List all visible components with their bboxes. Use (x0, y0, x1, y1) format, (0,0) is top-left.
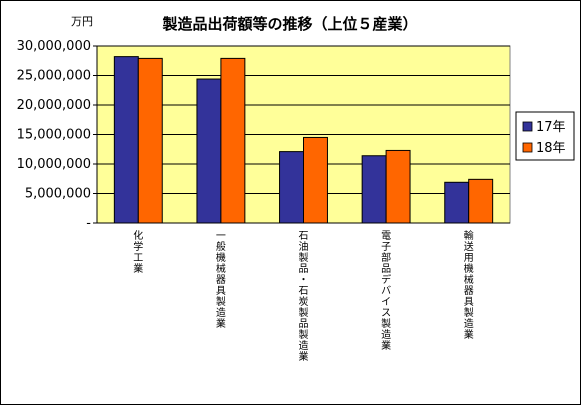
y-tick-label: 30,000,000 (17, 39, 91, 54)
x-axis-category-labels: 化学工業 一般機械器具製造業 石油製品・石炭製品製造業 電子部品デバイス製造業 輸送用機… (133, 229, 473, 363)
y-tick-label: - (86, 216, 91, 231)
x-category-label: 電子部品デバイス製造業 (381, 230, 391, 352)
x-category-label: 一般機械器具製造業 (216, 231, 226, 330)
y-tick-label: 5,000,000 (25, 187, 91, 202)
bar-17-3 (361, 155, 387, 224)
y-tick-label: 25,000,000 (17, 69, 91, 84)
legend-label-18: 18年 (536, 141, 566, 156)
bar-17-0 (113, 56, 139, 224)
x-category-label: 石油製品・石炭製品製造業 (299, 231, 309, 363)
y-tick-label: 10,000,000 (17, 157, 91, 172)
y-tick-label: 20,000,000 (17, 98, 91, 113)
legend-swatch-17 (522, 121, 533, 132)
bar-17-2 (279, 151, 304, 224)
bar-17-4 (444, 181, 470, 224)
y-unit-label: 万円 (71, 15, 93, 28)
bar-18-3 (385, 149, 411, 224)
chart-title: 製造品出荷額等の推移（上位５産業） (161, 15, 417, 33)
bars (113, 56, 494, 224)
legend-swatch-18 (522, 142, 533, 153)
legend: 17年 18年 (515, 111, 575, 161)
x-category-label: 輸送用機械器具製造業 (464, 229, 474, 341)
bar-18-2 (303, 136, 328, 224)
bar-18-1 (220, 57, 246, 224)
bar-17-1 (196, 78, 222, 224)
x-category-label: 化学工業 (133, 229, 143, 275)
legend-label-17: 17年 (536, 120, 566, 135)
bar-18-0 (137, 57, 163, 224)
y-tick-label: 15,000,000 (17, 128, 91, 143)
bar-18-4 (468, 178, 494, 224)
